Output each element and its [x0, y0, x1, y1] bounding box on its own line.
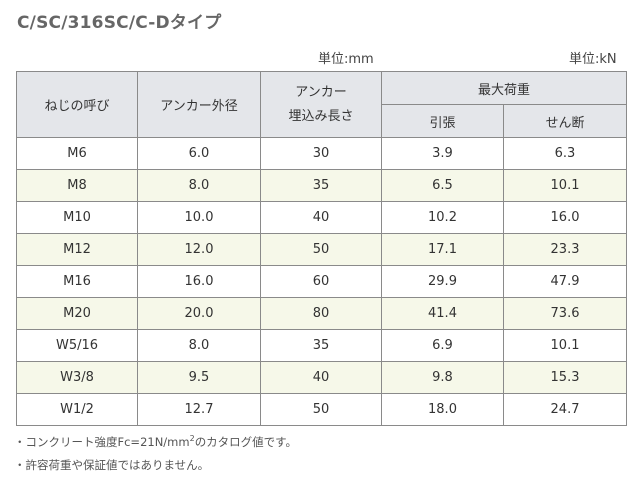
cell-thread: M8 [16, 169, 138, 202]
cell-tension: 9.8 [381, 361, 504, 394]
cell-od: 10.0 [137, 201, 261, 234]
footnote-1-text-end: のカタログ値です。 [194, 435, 298, 449]
header-shear: せん断 [502, 104, 628, 138]
cell-embed: 40 [260, 361, 382, 394]
cell-thread: M12 [16, 233, 138, 266]
cell-embed: 35 [260, 169, 382, 202]
cell-shear: 10.1 [502, 329, 628, 362]
cell-od: 20.0 [137, 297, 261, 330]
header-tension: 引張 [381, 104, 504, 138]
cell-tension: 6.9 [381, 329, 504, 362]
header-thread: ねじの呼び [16, 71, 138, 138]
cell-tension: 29.9 [381, 265, 504, 298]
unit-label-kn: 単位:kN [569, 52, 617, 67]
cell-shear: 10.1 [502, 169, 628, 202]
cell-shear: 15.3 [502, 361, 628, 394]
header-anchor-od: アンカー外径 [137, 71, 261, 138]
footnote-concrete-strength: ・コンクリート強度Fc=21N/mm2のカタログ値です。 [14, 434, 297, 450]
table-row: M20 20.0 80 41.4 73.6 [16, 297, 628, 330]
cell-thread: M10 [16, 201, 138, 234]
cell-od: 8.0 [137, 169, 261, 202]
cell-embed: 80 [260, 297, 382, 330]
table-row: W5/16 8.0 35 6.9 10.1 [16, 329, 628, 362]
cell-embed: 50 [260, 233, 382, 266]
cell-thread: W5/16 [16, 329, 138, 362]
cell-shear: 6.3 [502, 137, 628, 170]
cell-embed: 50 [260, 393, 382, 426]
page-title: C/SC/316SC/C-Dタイプ [17, 13, 222, 33]
cell-thread: M16 [16, 265, 138, 298]
footnote-not-guaranteed: ・許容荷重や保証値ではありません。 [14, 458, 210, 472]
footnote-1-text: ・コンクリート強度Fc=21N/mm [14, 435, 190, 449]
cell-od: 12.0 [137, 233, 261, 266]
cell-embed: 40 [260, 201, 382, 234]
cell-shear: 47.9 [502, 265, 628, 298]
cell-tension: 41.4 [381, 297, 504, 330]
cell-embed: 60 [260, 265, 382, 298]
cell-shear: 16.0 [502, 201, 628, 234]
cell-od: 6.0 [137, 137, 261, 170]
cell-tension: 10.2 [381, 201, 504, 234]
table-row: M10 10.0 40 10.2 16.0 [16, 201, 628, 234]
cell-tension: 17.1 [381, 233, 504, 266]
cell-od: 8.0 [137, 329, 261, 362]
cell-thread: M20 [16, 297, 138, 330]
header-embed-depth: アンカー 埋込み長さ [260, 71, 382, 138]
unit-label-mm: 単位:mm [318, 52, 374, 67]
table-row: M6 6.0 30 3.9 6.3 [16, 137, 628, 170]
cell-shear: 24.7 [502, 393, 628, 426]
table-row: M16 16.0 60 29.9 47.9 [16, 265, 628, 298]
header-max-load: 最大荷重 [380, 71, 628, 105]
cell-shear: 23.3 [502, 233, 628, 266]
cell-thread: W3/8 [16, 361, 138, 394]
header-embed-line1: アンカー [295, 84, 347, 100]
cell-embed: 35 [260, 329, 382, 362]
header-embed-line2: 埋込み長さ [288, 108, 354, 124]
footnote-1-superscript: 2 [189, 434, 195, 444]
cell-od: 16.0 [137, 265, 261, 298]
cell-tension: 18.0 [381, 393, 504, 426]
cell-thread: M6 [16, 137, 138, 170]
cell-od: 9.5 [137, 361, 261, 394]
cell-od: 12.7 [137, 393, 261, 426]
cell-thread: W1/2 [16, 393, 138, 426]
table-row: M12 12.0 50 17.1 23.3 [16, 233, 628, 266]
table-row: W3/8 9.5 40 9.8 15.3 [16, 361, 628, 394]
table-row: W1/2 12.7 50 18.0 24.7 [16, 393, 628, 426]
spec-table: ねじの呼び アンカー外径 アンカー 埋込み長さ 最大荷重 引張 せん断 M6 6… [16, 71, 628, 426]
cell-shear: 73.6 [502, 297, 628, 330]
cell-tension: 3.9 [381, 137, 504, 170]
cell-tension: 6.5 [381, 169, 504, 202]
cell-embed: 30 [260, 137, 382, 170]
table-row: M8 8.0 35 6.5 10.1 [16, 169, 628, 202]
